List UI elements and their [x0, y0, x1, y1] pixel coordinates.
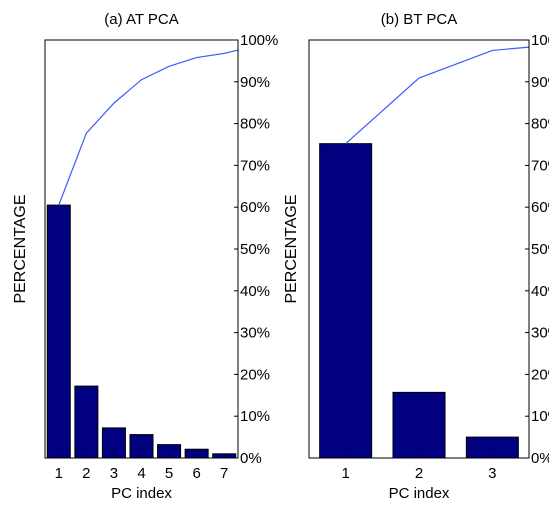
at-right-tick-label-10: 100% [240, 32, 278, 49]
at-bar-1 [46, 204, 71, 459]
at-right-tick-label-8: 80% [240, 116, 270, 133]
at-right-tick-label-2: 20% [240, 366, 270, 383]
bt-right-tick-label-7: 70% [531, 157, 549, 174]
at-right-tick-label-1: 10% [240, 408, 270, 425]
at-right-tick-label-0: 0% [240, 450, 262, 467]
at-y-axis-label: PERCENTAGE [12, 194, 29, 303]
bt-right-tick-label-5: 50% [531, 241, 549, 258]
bt-right-tick-label-2: 20% [531, 366, 549, 383]
bt-right-tick-label-3: 30% [531, 325, 549, 342]
at-right-tick-label-3: 30% [240, 325, 270, 342]
at-x-tick-label-5: 6 [192, 465, 200, 482]
at-right-tick-label-7: 70% [240, 157, 270, 174]
bt-x-tick-label-1: 2 [415, 465, 423, 482]
at-x-tick-label-3: 4 [137, 465, 145, 482]
at-axes-box [44, 39, 239, 459]
bt-cumulative-line [345, 46, 530, 145]
bt-x-tick-label-0: 1 [341, 465, 349, 482]
bt-x-tick-label-2: 3 [488, 465, 496, 482]
bt-right-tick-label-1: 10% [531, 408, 549, 425]
bt-right-tick-label-8: 80% [531, 116, 549, 133]
bt-bar-1 [319, 143, 373, 459]
at-cumulative-line [58, 49, 239, 206]
at-right-tick-label-5: 50% [240, 241, 270, 258]
bt-right-tick-label-6: 60% [531, 199, 549, 216]
at-right-tick-label-4: 40% [240, 283, 270, 300]
at-x-tick-label-4: 5 [165, 465, 173, 482]
at-x-tick-label-1: 2 [82, 465, 90, 482]
bt-right-tick-label-9: 90% [531, 74, 549, 91]
bt-right-tick-label-4: 40% [531, 283, 549, 300]
bt-bar-2 [392, 391, 446, 459]
bt-y-axis-label: PERCENTAGE [283, 194, 300, 303]
bt-chart-title: (b) BT PCA [381, 11, 457, 28]
at-x-tick-label-6: 7 [220, 465, 228, 482]
at-bar-2 [74, 385, 99, 459]
at-right-tick-label-6: 60% [240, 199, 270, 216]
at-bar-3 [101, 427, 126, 459]
at-right-tick-label-9: 90% [240, 74, 270, 91]
bt-x-axis-label: PC index [389, 485, 450, 502]
at-x-axis-label: PC index [111, 485, 172, 502]
at-x-tick-label-2: 3 [110, 465, 118, 482]
at-x-tick-label-0: 1 [55, 465, 63, 482]
at-chart-title: (a) AT PCA [104, 11, 178, 28]
bt-right-tick-label-10: 100% [531, 32, 549, 49]
bt-right-tick-label-0: 0% [531, 450, 549, 467]
